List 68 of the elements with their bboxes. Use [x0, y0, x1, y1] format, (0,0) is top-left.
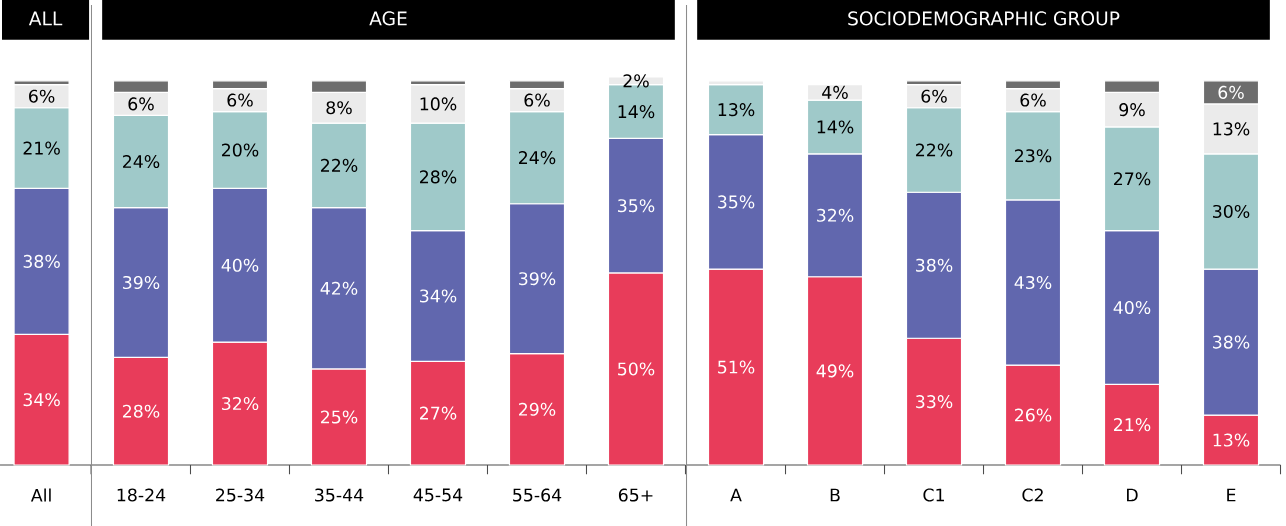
x-tick-label: C1	[923, 488, 944, 502]
x-tick-label: All	[30, 488, 51, 502]
data-label: 4%	[822, 85, 848, 99]
data-label: 26%	[1015, 408, 1052, 422]
x-tick-label: D	[1127, 488, 1138, 502]
chart-title: AGE	[369, 11, 407, 26]
chart-title: ALL	[28, 11, 63, 26]
data-label: 33%	[916, 395, 953, 409]
data-label: 39%	[519, 272, 556, 286]
data-label: 28%	[123, 404, 160, 418]
data-label: 34%	[23, 393, 60, 407]
chart-title: SOCIODEMOGRAPHIC GROUP	[848, 11, 1120, 26]
data-label: 32%	[817, 208, 854, 222]
data-label: 8%	[326, 101, 352, 115]
data-label: 14%	[817, 120, 854, 134]
data-label: 9%	[1119, 103, 1145, 117]
x-tick-label: B	[830, 488, 840, 502]
data-label: 6%	[227, 93, 253, 107]
data-label: 35%	[718, 195, 755, 209]
x-tick-label: E	[1227, 488, 1236, 502]
data-label: 27%	[420, 406, 457, 420]
data-label: 50%	[618, 362, 655, 376]
x-tick-label: 18-24	[117, 488, 166, 502]
data-label: 24%	[123, 154, 160, 169]
data-label: 20%	[222, 143, 259, 157]
data-label: 39%	[123, 275, 160, 290]
data-label: 10%	[420, 97, 457, 111]
data-label: 6%	[1020, 93, 1046, 107]
data-label: 2%	[623, 74, 649, 88]
data-label: 22%	[321, 158, 358, 172]
data-label: 14%	[618, 105, 655, 119]
data-label: 51%	[718, 360, 755, 374]
data-label: 42%	[320, 281, 358, 295]
data-label: 29%	[519, 402, 556, 416]
x-tick-label: 45-54	[413, 488, 463, 502]
x-tick-label: 55-64	[513, 488, 562, 502]
data-label: 22%	[916, 143, 953, 157]
data-label: 23%	[1015, 149, 1052, 163]
data-label: 6%	[29, 89, 55, 103]
data-label: 13%	[718, 103, 755, 117]
data-label: 13%	[1213, 122, 1250, 136]
data-label: 43%	[1014, 275, 1052, 290]
data-label: 38%	[916, 258, 953, 272]
x-tick-label: 25-34	[216, 488, 265, 502]
data-label: 6%	[524, 93, 550, 107]
data-label: 21%	[1114, 418, 1151, 432]
data-label: 34%	[420, 289, 457, 303]
data-label: 49%	[816, 364, 854, 378]
x-tick-label: 65+	[618, 488, 653, 502]
data-label: 40%	[221, 258, 259, 272]
data-label: 40%	[1113, 300, 1151, 315]
x-tick-label: C2	[1022, 488, 1043, 502]
data-label: 13%	[1213, 433, 1250, 447]
data-label: 6%	[1218, 85, 1244, 99]
data-label: 35%	[618, 199, 655, 213]
data-label: 27%	[1114, 172, 1151, 186]
data-label: 6%	[128, 97, 154, 111]
data-label: 38%	[23, 254, 60, 268]
data-label: 28%	[420, 170, 457, 184]
data-label: 25%	[321, 410, 358, 424]
data-label: 21%	[23, 141, 60, 155]
data-label: 30%	[1213, 204, 1250, 219]
data-label: 24%	[519, 151, 556, 165]
data-label: 38%	[1213, 335, 1250, 349]
x-tick-label: A	[730, 488, 742, 502]
data-label: 6%	[921, 89, 947, 103]
x-tick-label: 35-44	[315, 488, 364, 502]
data-label: 32%	[222, 396, 259, 411]
